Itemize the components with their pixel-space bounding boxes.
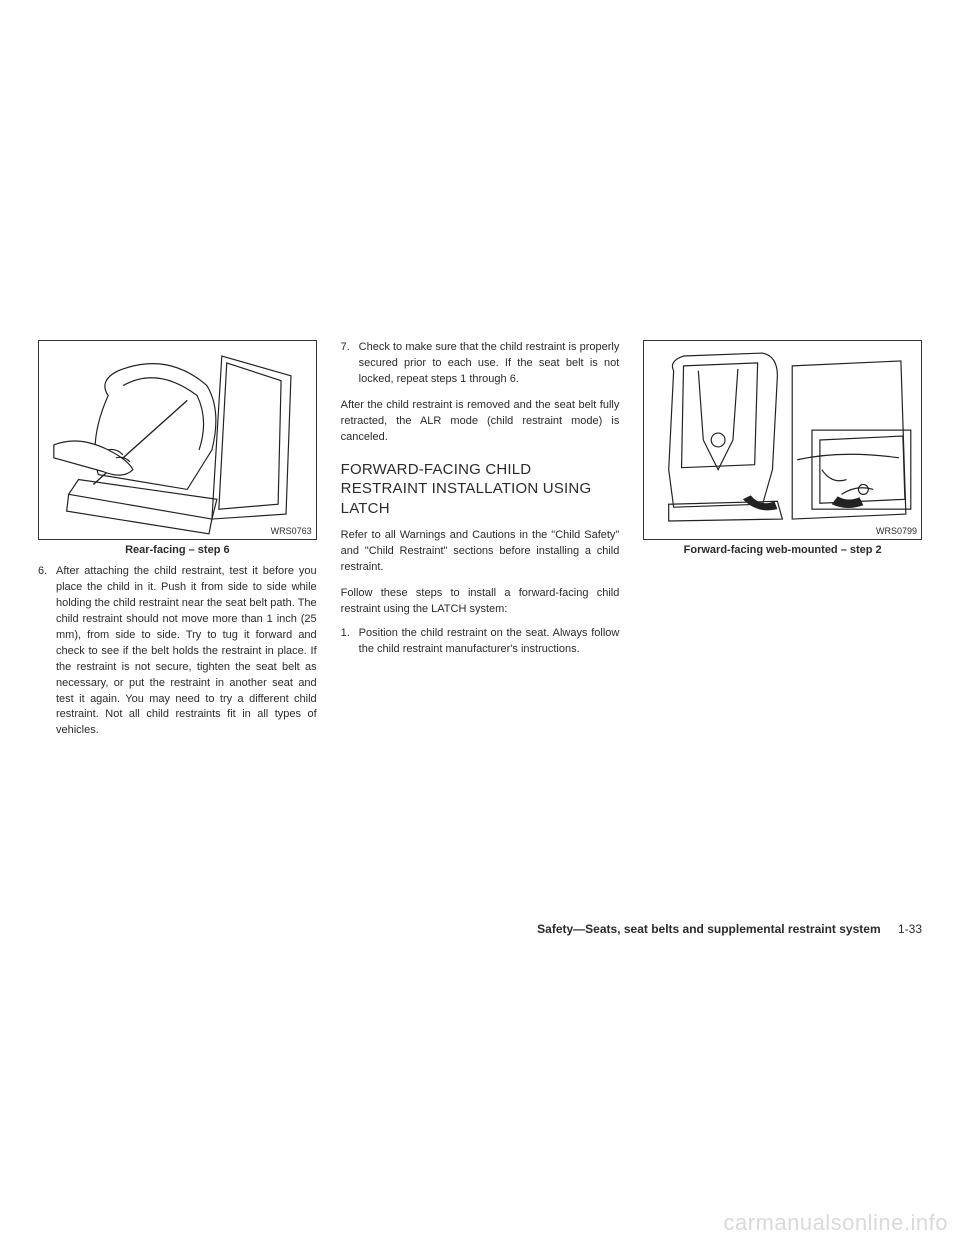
list-item: 6. After attaching the child restraint, …	[38, 564, 317, 739]
list-item: 7. Check to make sure that the child res…	[341, 340, 620, 388]
page-footer: Safety—Seats, seat belts and supplementa…	[38, 922, 922, 936]
manual-page: WRS0763 Rear-facing – step 6 6. After at…	[38, 340, 922, 739]
figure-forward-facing: WRS0799	[643, 340, 922, 540]
list-text: Position the child restraint on the seat…	[359, 626, 620, 658]
three-column-layout: WRS0763 Rear-facing – step 6 6. After at…	[38, 340, 922, 739]
list-text: After attaching the child restraint, tes…	[56, 564, 317, 739]
footer-page-number: 1-33	[898, 922, 922, 936]
list-number: 1.	[341, 626, 359, 658]
figure-code: WRS0763	[271, 526, 312, 536]
figure-rear-facing: WRS0763	[38, 340, 317, 540]
paragraph: Refer to all Warnings and Cautions in th…	[341, 528, 620, 576]
step-list: 6. After attaching the child restraint, …	[38, 564, 317, 739]
list-item: 1. Position the child restraint on the s…	[341, 626, 620, 658]
watermark-text: carmanualsonline.info	[723, 1210, 948, 1236]
paragraph: After the child restraint is removed and…	[341, 398, 620, 446]
figure-caption: Forward-facing web-mounted – step 2	[643, 544, 922, 556]
list-text: Check to make sure that the child restra…	[359, 340, 620, 388]
figure-code: WRS0799	[876, 526, 917, 536]
step-list: 1. Position the child restraint on the s…	[341, 626, 620, 658]
list-number: 7.	[341, 340, 359, 388]
footer-section-title: Safety—Seats, seat belts and supplementa…	[537, 922, 880, 936]
step-list: 7. Check to make sure that the child res…	[341, 340, 620, 388]
list-number: 6.	[38, 564, 56, 739]
forward-facing-seat-illustration	[644, 341, 921, 539]
figure-caption: Rear-facing – step 6	[38, 544, 317, 556]
rear-facing-seat-illustration	[39, 341, 316, 539]
section-heading: FORWARD-FACING CHILD RESTRAINT INSTALLAT…	[341, 460, 620, 519]
column-1: WRS0763 Rear-facing – step 6 6. After at…	[38, 340, 317, 739]
column-2: 7. Check to make sure that the child res…	[341, 340, 620, 739]
column-3: WRS0799 Forward-facing web-mounted – ste…	[643, 340, 922, 739]
paragraph: Follow these steps to install a forward-…	[341, 586, 620, 618]
